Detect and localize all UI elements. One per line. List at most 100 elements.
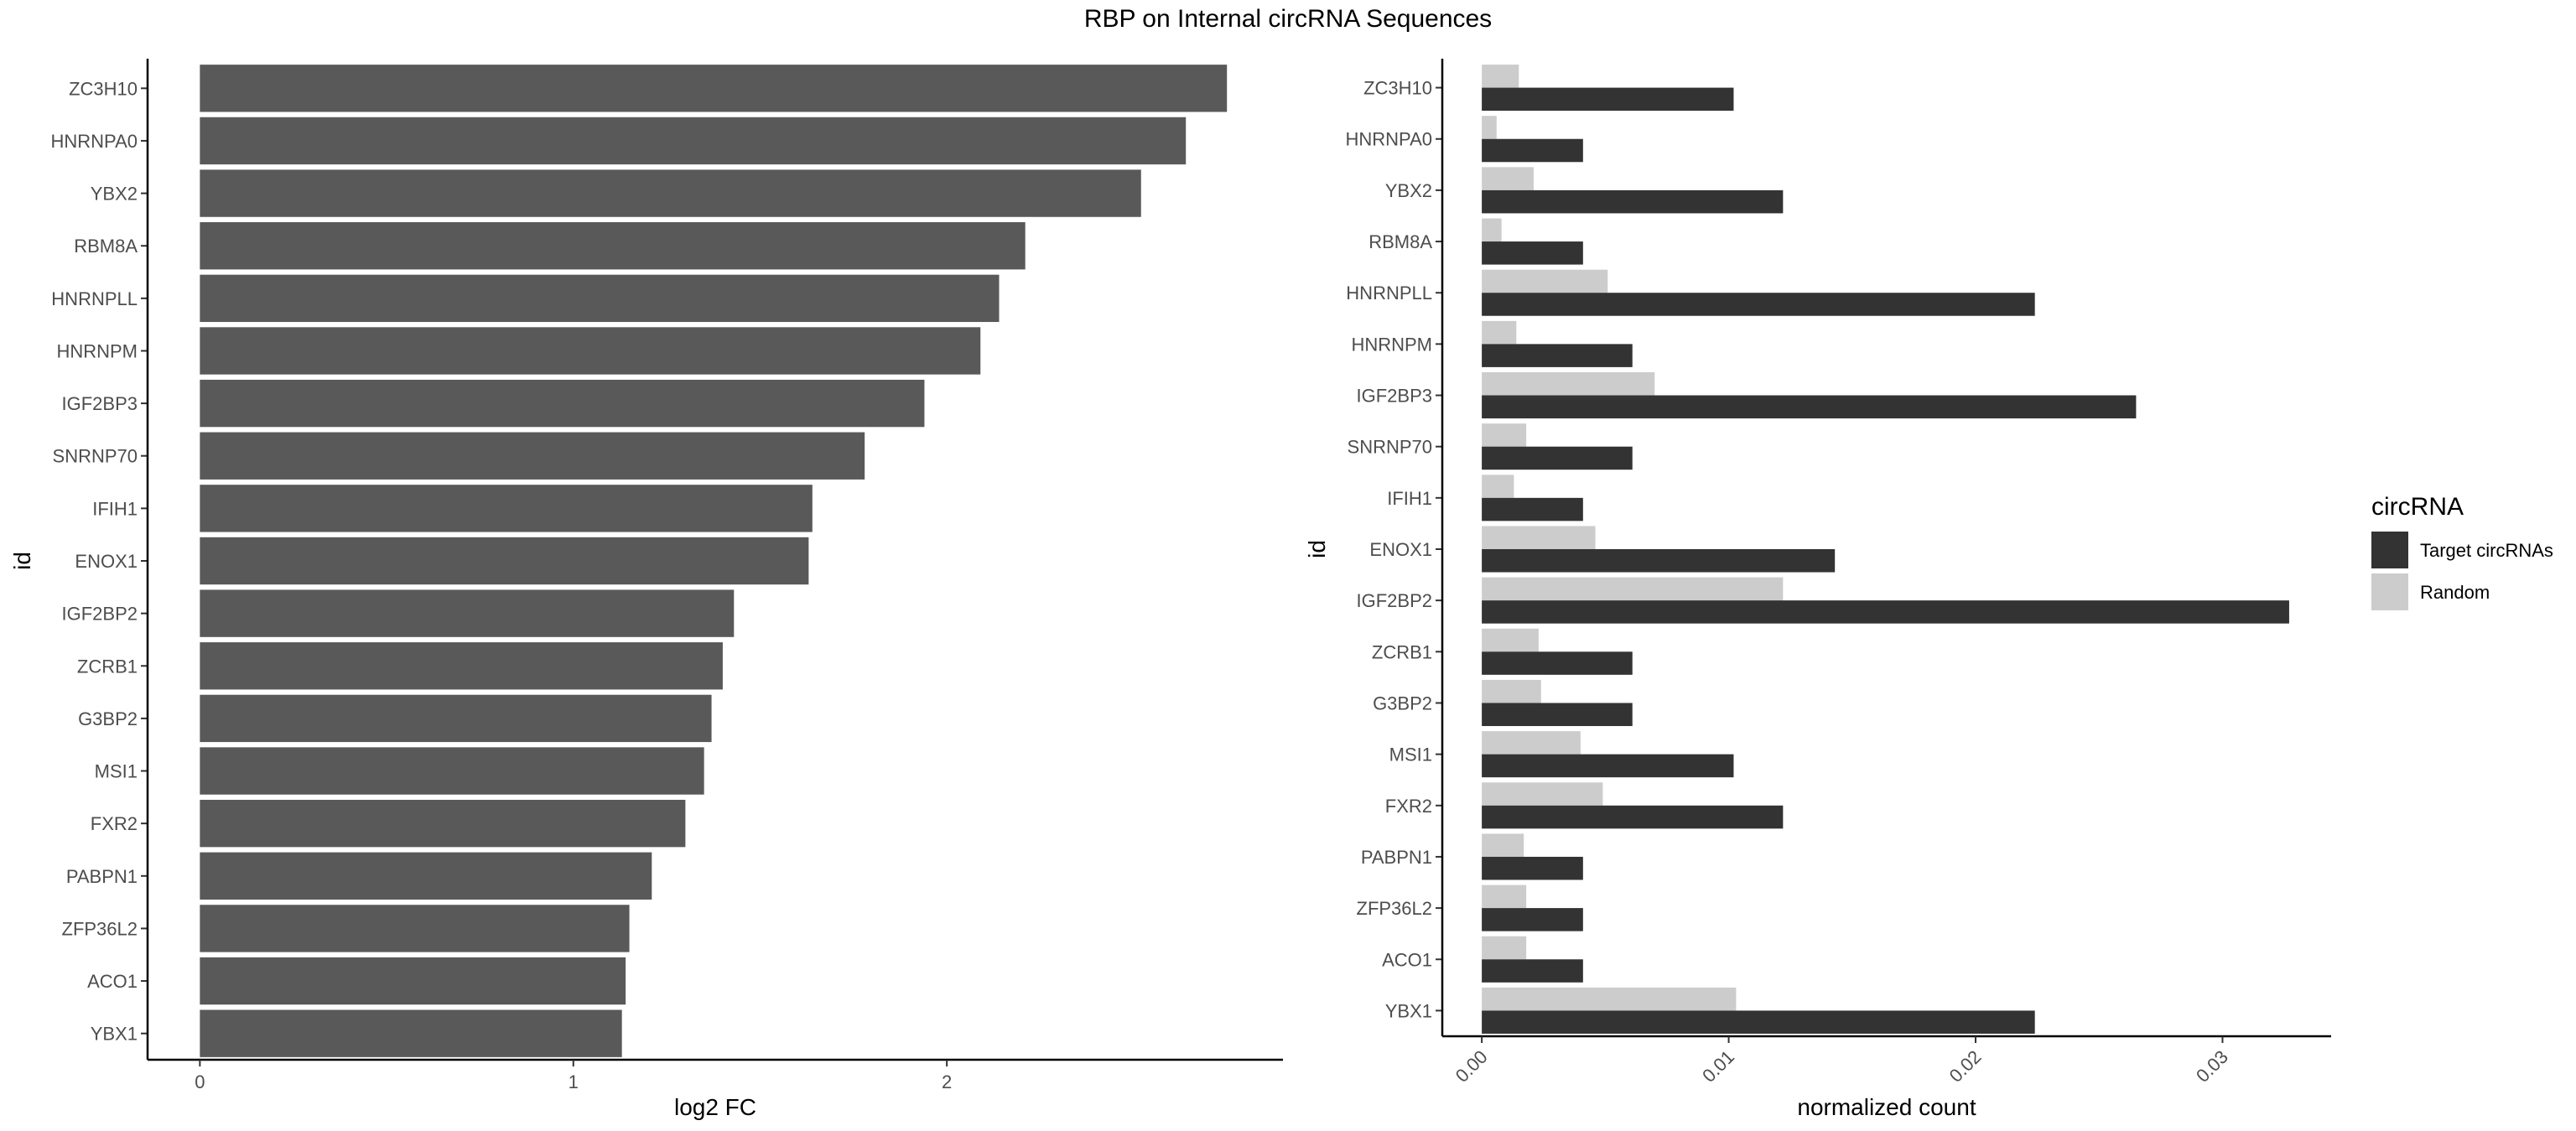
bar-random-zfp36l2 — [1482, 885, 1527, 909]
y-axis-title: id — [9, 552, 35, 570]
x-axis-title: log2 FC — [674, 1094, 756, 1120]
bar-snrnp70 — [200, 432, 865, 480]
bar-hnrnpa0 — [200, 117, 1187, 165]
bar-hnrnpm — [200, 327, 981, 375]
bar-rbm8a — [200, 222, 1026, 270]
bar-target-zfp36l2 — [1482, 908, 1583, 931]
bar-random-rbm8a — [1482, 218, 1502, 242]
legend: circRNA Target circRNAs Random — [2371, 493, 2553, 610]
y-tick-label-ifih1: IFIH1 — [1387, 488, 1432, 509]
bar-ybx1 — [200, 1009, 622, 1057]
y-tick-label-msi1: MSI1 — [95, 761, 138, 782]
right-panel: ZC3H10 HNRNPA0 YBX2 RBM8A HNRNPLL HNRNPM IGF2B… — [1304, 59, 2331, 1120]
bar-target-ifih1 — [1482, 497, 1583, 521]
bar-target-ybx2 — [1482, 189, 1784, 214]
bar-random-pabpn1 — [1482, 833, 1524, 857]
y-tick-label-zc3h10: ZC3H10 — [69, 78, 138, 99]
bar-target-snrnp70 — [1482, 446, 1633, 470]
bar-fxr2 — [200, 799, 686, 848]
y-tick-label-hnrnpm: HNRNPM — [1351, 334, 1432, 355]
bar-msi1 — [200, 747, 704, 795]
bar-target-zcrb1 — [1482, 651, 1633, 675]
bar-target-zc3h10 — [1482, 87, 1734, 112]
y-tick-label-enox1: ENOX1 — [75, 551, 138, 572]
bar-zfp36l2 — [200, 905, 630, 952]
bar-target-pabpn1 — [1482, 856, 1583, 880]
bar-target-hnrnpm — [1482, 344, 1633, 367]
y-tick-label-zcrb1: ZCRB1 — [1372, 641, 1432, 662]
y-tick-label-g3bp2: G3BP2 — [1373, 693, 1432, 713]
bar-igf2bp3 — [200, 379, 925, 428]
y-tick-label-hnrnpm: HNRNPM — [56, 340, 138, 361]
x-tick-label: 2 — [942, 1071, 952, 1092]
y-tick-label-ybx2: YBX2 — [91, 184, 138, 205]
legend-swatch-random — [2371, 573, 2408, 610]
x-tick-label: 0.02 — [1945, 1046, 1986, 1087]
bar-target-enox1 — [1482, 549, 1836, 573]
y-tick-label-igf2bp3: IGF2BP3 — [62, 393, 138, 414]
y-tick-label-aco1: ACO1 — [1382, 949, 1432, 970]
x-tick-label: 0.01 — [1698, 1046, 1738, 1087]
y-tick-label-snrnp70: SNRNP70 — [1348, 437, 1432, 458]
y-tick-label-zcrb1: ZCRB1 — [77, 656, 138, 677]
legend-swatch-target-circrnas — [2371, 532, 2408, 568]
bar-target-hnrnpa0 — [1482, 138, 1583, 163]
y-tick-label-zc3h10: ZC3H10 — [1363, 78, 1432, 99]
bar-random-zcrb1 — [1482, 628, 1539, 652]
chart-title: RBP on Internal circRNA Sequences — [1084, 5, 1492, 33]
y-tick-label-fxr2: FXR2 — [91, 813, 138, 834]
bar-ybx2 — [200, 169, 1141, 217]
bar-random-ifih1 — [1482, 475, 1514, 498]
bar-random-igf2bp2 — [1482, 577, 1784, 601]
bar-ifih1 — [200, 485, 813, 532]
bar-random-snrnp70 — [1482, 423, 1527, 447]
y-tick-label-ifih1: IFIH1 — [92, 498, 138, 519]
y-tick-label-g3bp2: G3BP2 — [78, 708, 138, 729]
bar-aco1 — [200, 957, 626, 1005]
bar-target-g3bp2 — [1482, 703, 1633, 726]
y-tick-label-igf2bp2: IGF2BP2 — [62, 604, 138, 625]
y-tick-label-pabpn1: PABPN1 — [66, 866, 138, 887]
y-tick-label-hnrnpa0: HNRNPA0 — [1345, 129, 1432, 150]
x-tick-label: 0.03 — [2192, 1046, 2232, 1087]
bar-random-fxr2 — [1482, 782, 1603, 806]
y-tick-label-hnrnpll: HNRNPLL — [1346, 283, 1432, 304]
y-tick-label-ybx1: YBX1 — [91, 1024, 138, 1045]
y-axis-title: id — [1304, 540, 1330, 558]
bar-igf2bp2 — [200, 589, 735, 637]
bar-random-ybx2 — [1482, 167, 1534, 190]
y-tick-label-igf2bp3: IGF2BP3 — [1357, 386, 1432, 407]
bar-random-hnrnpa0 — [1482, 116, 1497, 139]
bar-hnrnpll — [200, 274, 1000, 323]
bar-zc3h10 — [200, 65, 1228, 112]
y-tick-label-rbm8a: RBM8A — [1368, 231, 1432, 252]
bar-enox1 — [200, 537, 809, 585]
bar-random-enox1 — [1482, 526, 1596, 549]
y-tick-label-igf2bp2: IGF2BP2 — [1357, 590, 1432, 611]
y-tick-label-msi1: MSI1 — [1389, 744, 1432, 765]
bar-target-msi1 — [1482, 754, 1734, 778]
bar-target-rbm8a — [1482, 241, 1583, 265]
y-tick-label-enox1: ENOX1 — [1369, 539, 1432, 560]
bar-g3bp2 — [200, 694, 712, 743]
bar-random-igf2bp3 — [1482, 372, 1655, 396]
left-panel: ZC3H10 HNRNPA0 YBX2 RBM8A HNRNPLL HNRNPM IGF2B… — [9, 59, 1283, 1120]
y-tick-label-fxr2: FXR2 — [1385, 796, 1432, 817]
y-tick-label-hnrnpll: HNRNPLL — [51, 288, 138, 309]
bar-target-igf2bp2 — [1482, 600, 2289, 624]
x-tick-label: 0 — [195, 1071, 205, 1092]
legend-label-target-circrnas: Target circRNAs — [2420, 540, 2553, 561]
bar-target-ybx1 — [1482, 1010, 2035, 1034]
bar-random-aco1 — [1482, 936, 1527, 960]
y-tick-label-zfp36l2: ZFP36L2 — [1357, 898, 1433, 919]
bar-random-hnrnpm — [1482, 320, 1517, 345]
bar-target-fxr2 — [1482, 805, 1784, 829]
bar-random-hnrnpll — [1482, 269, 1608, 293]
legend-title: circRNA — [2371, 493, 2464, 521]
bar-random-msi1 — [1482, 731, 1581, 755]
bar-random-ybx1 — [1482, 987, 1737, 1011]
x-tick-label: 0.00 — [1452, 1046, 1492, 1087]
bar-target-igf2bp3 — [1482, 395, 2137, 419]
